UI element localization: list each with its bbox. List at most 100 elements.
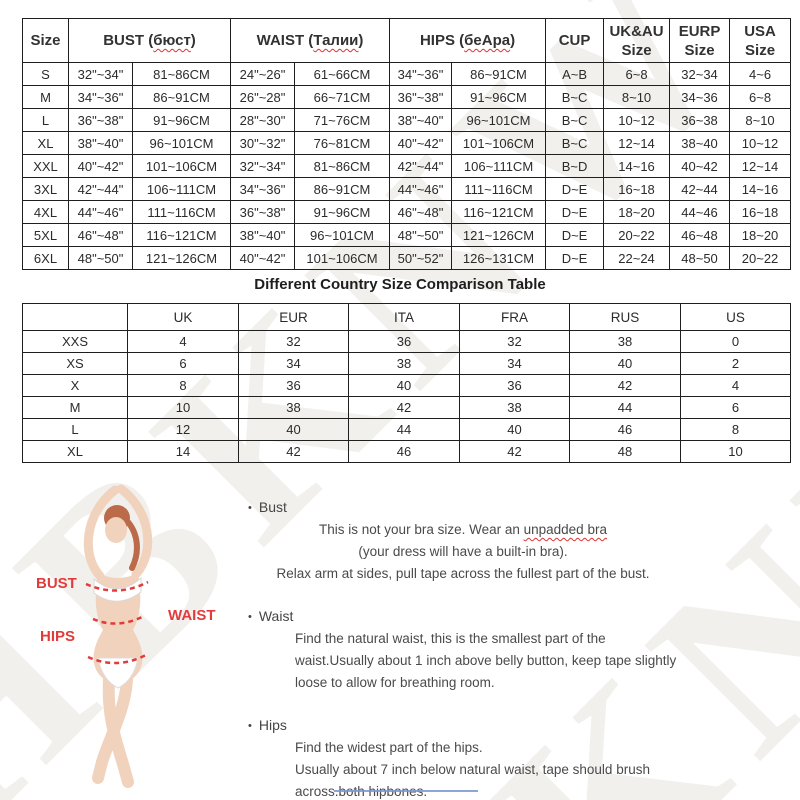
cell-ukau-size: 18~20 (603, 200, 671, 224)
guide-text: Find the natural waist, this is the smal… (295, 631, 606, 646)
bikini-bottom (97, 657, 139, 689)
comparison-value: 44 (348, 418, 460, 441)
comparison-value: 40 (459, 418, 570, 441)
cell-hips-inches: 46"~48" (389, 200, 453, 224)
comparison-value: 42 (238, 440, 349, 463)
cell-usa-size: 6~8 (729, 85, 792, 109)
size-chart-table: Size BUST (бюст) WAIST (Талии) HIPS (беА… (22, 18, 792, 270)
cell-usa-size: 4~6 (729, 62, 792, 86)
cell-hips-inches: 36"~38" (389, 85, 453, 109)
cell-ukau-size: 12~14 (603, 131, 671, 155)
cell-size-label: L (22, 108, 69, 132)
comparison-value: 40 (348, 374, 460, 397)
comparison-value: 38 (348, 352, 460, 375)
guide-line: waist.Usually about 1 inch above belly b… (295, 650, 800, 672)
cell-waist-cm: 61~66CM (294, 62, 391, 86)
cell-hips-cm: 121~126CM (451, 223, 547, 247)
comparison-value: 38 (238, 396, 349, 419)
comparison-header-row: UK EUR ITA FRA RUS US (22, 303, 791, 331)
guide-line: Find the widest part of the hips. (295, 737, 800, 759)
cell-bust-cm: 96~101CM (131, 131, 232, 155)
comparison-col-header: UK (127, 303, 239, 331)
cell-usa-size: 18~20 (729, 223, 792, 247)
guide-section-paragraph: Find the natural waist, this is the smal… (295, 628, 800, 694)
header-cup: CUP (545, 18, 605, 63)
size-chart-row: 3XL 42"~44" 106~111CM 34"~36" 86~91CM 44"~46"… (22, 177, 792, 201)
cell-waist-inches: 24"~26" (230, 62, 296, 86)
cell-eurp-size: 32~34 (669, 62, 731, 86)
bust-label: BUST (36, 575, 77, 592)
cell-ukau-size: 6~8 (603, 62, 671, 86)
cell-size-label: 4XL (22, 200, 69, 224)
header-bust: BUST (бюст) (67, 18, 232, 63)
header-ukau-size: UK&AU Size (603, 18, 671, 63)
comparison-value: 36 (459, 374, 570, 397)
cell-eurp-size: 46~48 (669, 223, 731, 247)
cell-bust-inches: 46"~48" (68, 223, 133, 247)
cell-size-label: 5XL (22, 223, 69, 247)
cell-cup-range: D~E (545, 200, 605, 224)
guide-section-bust: • Bust This is not your bra size. Wear an … (248, 496, 800, 585)
cell-cup-range: D~E (545, 246, 605, 270)
guide-line: loose to allow for breathing room. (295, 672, 800, 694)
comparison-value: 38 (459, 396, 570, 419)
cell-bust-inches: 38"~40" (68, 131, 133, 155)
comparison-value: 4 (680, 374, 791, 397)
comparison-col-header: FRA (459, 303, 570, 331)
cell-hips-cm: 91~96CM (451, 85, 547, 109)
comparison-value: 36 (238, 374, 349, 397)
cell-eurp-size: 48~50 (669, 246, 731, 270)
guide-line: Find the natural waist, this is the smal… (295, 628, 800, 650)
comparison-col-header: US (680, 303, 791, 331)
header-usa-size: USA Size (729, 18, 792, 63)
guide-section-paragraph: This is not your bra size. Wear an unpad… (248, 519, 678, 585)
comparison-row: XS 6 34 38 34 40 2 (22, 352, 791, 375)
misspelled-text: unpadded bra (523, 522, 607, 537)
cell-eurp-size: 44~46 (669, 200, 731, 224)
cell-waist-inches: 32"~34" (230, 154, 296, 178)
bullet-icon: • (248, 611, 252, 623)
guide-section-hips: • Hips Find the widest part of the hips. Us… (248, 714, 800, 800)
comparison-value: 44 (569, 396, 681, 419)
header-size: Size (22, 18, 69, 63)
comparison-size-label: M (22, 396, 128, 419)
cell-usa-size: 8~10 (729, 108, 792, 132)
cell-bust-cm: 81~86CM (131, 62, 232, 86)
cell-cup-range: B~C (545, 108, 605, 132)
comparison-value: 6 (127, 352, 239, 375)
cell-waist-inches: 34"~36" (230, 177, 296, 201)
comparison-value: 12 (127, 418, 239, 441)
cell-waist-cm: 81~86CM (294, 154, 391, 178)
comparison-value: 38 (569, 330, 681, 353)
cell-waist-cm: 101~106CM (294, 246, 391, 270)
guide-section-paragraph: Find the widest part of the hips. Usually… (295, 737, 800, 800)
size-chart-header-row: Size BUST (бюст) WAIST (Талии) HIPS (беА… (22, 18, 792, 63)
comparison-row: XL 14 42 46 42 48 10 (22, 440, 791, 463)
guide-section-title: • Bust (248, 496, 800, 519)
cell-hips-cm: 101~106CM (451, 131, 547, 155)
comparison-size-label: XL (22, 440, 128, 463)
size-chart-row: 4XL 44"~46" 111~116CM 36"~38" 91~96CM 46"~48"… (22, 200, 792, 224)
comparison-value: 42 (348, 396, 460, 419)
cell-hips-cm: 111~116CM (451, 177, 547, 201)
waist-line (92, 615, 143, 625)
guide-line: Usually about 7 inch below natural waist… (295, 759, 800, 781)
size-chart-row: S 32"~34" 81~86CM 24"~26" 61~66CM 34"~36" 86~9… (22, 62, 792, 86)
size-chart-row: XL 38"~40" 96~101CM 30"~32" 76~81CM 40"~42" 10… (22, 131, 792, 155)
cell-waist-inches: 28"~30" (230, 108, 296, 132)
comparison-row: L 12 40 44 40 46 8 (22, 418, 791, 441)
cell-size-label: S (22, 62, 69, 86)
cell-waist-cm: 76~81CM (294, 131, 391, 155)
comparison-value: 32 (459, 330, 570, 353)
cell-usa-size: 12~14 (729, 154, 792, 178)
guide-text: Find the widest part of the hips. (295, 740, 483, 755)
cell-bust-cm: 106~111CM (131, 177, 232, 201)
cell-eurp-size: 36~38 (669, 108, 731, 132)
header-hips: HIPS (беАра) (389, 18, 547, 63)
cell-bust-inches: 32"~34" (68, 62, 133, 86)
comparison-size-label: XS (22, 352, 128, 375)
guide-line: Relax arm at sides, pull tape across the… (248, 563, 678, 585)
comparison-value: 34 (238, 352, 349, 375)
cell-eurp-size: 40~42 (669, 154, 731, 178)
cell-cup-range: A~B (545, 62, 605, 86)
